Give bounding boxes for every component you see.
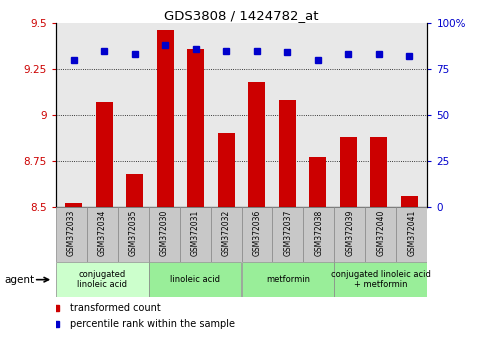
Bar: [56, 262, 149, 297]
Bar: [248, 82, 265, 207]
Text: percentile rank within the sample: percentile rank within the sample: [71, 319, 235, 329]
Text: linoleic acid: linoleic acid: [170, 275, 220, 284]
Bar: [149, 207, 180, 262]
Text: transformed count: transformed count: [71, 303, 161, 313]
Text: GSM372041: GSM372041: [408, 210, 416, 256]
Bar: [303, 207, 334, 262]
Bar: [272, 207, 303, 262]
Bar: [370, 137, 387, 207]
Bar: [334, 207, 366, 262]
Bar: [187, 49, 204, 207]
Text: GSM372037: GSM372037: [284, 210, 293, 256]
Text: GSM372032: GSM372032: [222, 210, 230, 256]
Text: metformin: metformin: [266, 275, 310, 284]
Text: conjugated
linoleic acid: conjugated linoleic acid: [77, 270, 127, 289]
Text: GSM372040: GSM372040: [376, 210, 385, 256]
Bar: [66, 204, 82, 207]
Text: GSM372035: GSM372035: [128, 210, 138, 256]
Text: GSM372034: GSM372034: [98, 210, 107, 256]
Bar: [96, 102, 113, 207]
Bar: [218, 133, 235, 207]
Title: GDS3808 / 1424782_at: GDS3808 / 1424782_at: [164, 9, 319, 22]
Text: agent: agent: [5, 275, 35, 285]
Text: GSM372031: GSM372031: [190, 210, 199, 256]
Bar: [127, 174, 143, 207]
Text: GSM372036: GSM372036: [253, 210, 261, 256]
Bar: [397, 207, 427, 262]
Bar: [242, 207, 272, 262]
Bar: [86, 207, 117, 262]
Text: GSM372038: GSM372038: [314, 210, 324, 256]
Bar: [180, 207, 211, 262]
Bar: [211, 207, 242, 262]
Bar: [279, 100, 296, 207]
Bar: [149, 262, 242, 297]
Bar: [401, 196, 417, 207]
Bar: [340, 137, 356, 207]
Bar: [334, 262, 427, 297]
Bar: [56, 207, 86, 262]
Bar: [117, 207, 149, 262]
Text: GSM372039: GSM372039: [345, 210, 355, 256]
Bar: [309, 158, 326, 207]
Text: GSM372033: GSM372033: [67, 210, 75, 256]
Bar: [366, 207, 397, 262]
Text: conjugated linoleic acid
+ metformin: conjugated linoleic acid + metformin: [331, 270, 431, 289]
Text: GSM372030: GSM372030: [159, 210, 169, 256]
Bar: [157, 30, 174, 207]
Bar: [242, 262, 334, 297]
